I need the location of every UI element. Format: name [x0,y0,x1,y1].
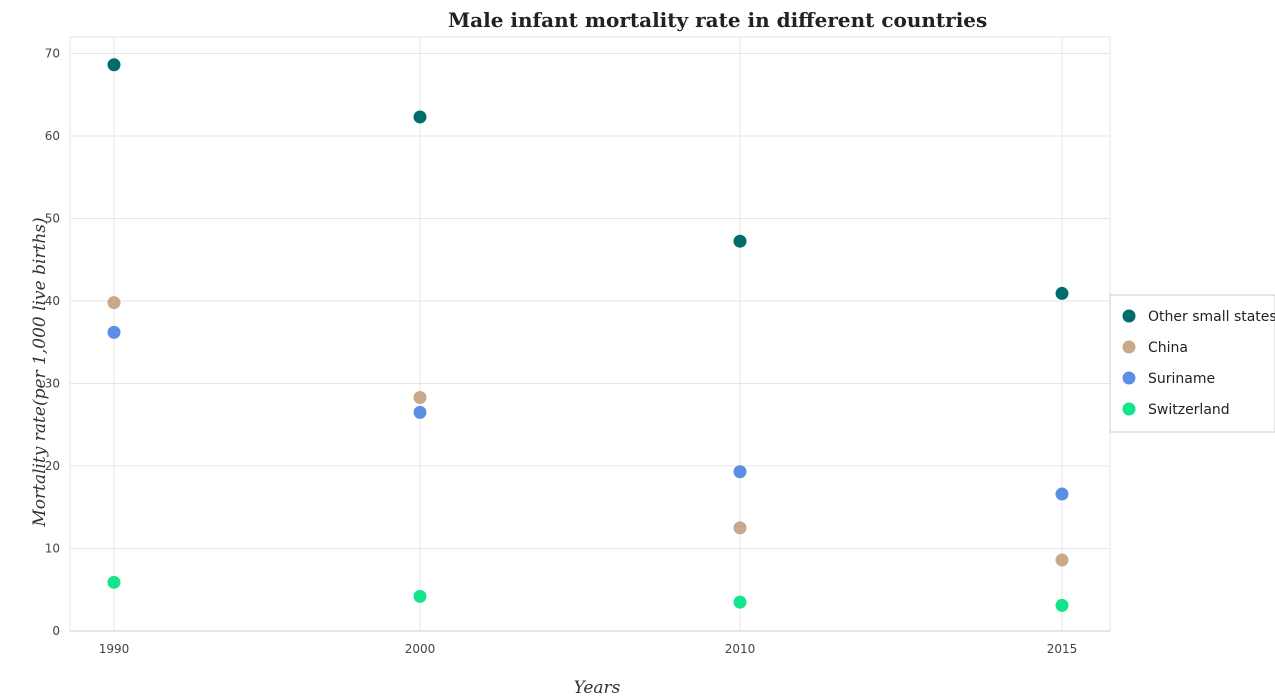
point-other-small-states-2000 [413,110,427,124]
legend: Other small states China Suriname Switzerla… [1109,294,1275,433]
chart-title: Male infant mortality rate in different … [448,8,987,32]
legend-marker [1122,309,1136,323]
x-tick-label: 2010 [725,642,756,656]
legend-label: China [1148,340,1188,356]
y-tick-label: 40 [45,294,60,308]
legend-marker [1122,402,1136,416]
legend-marker [1122,371,1136,385]
plot-area [69,36,1111,632]
point-china-2000 [413,391,427,405]
legend-marker [1122,340,1136,354]
y-tick-label: 60 [45,129,60,143]
axes: 0 10 20 30 40 50 60 70 1990 2000 2010 2015 [45,47,1110,656]
data-points [107,58,1069,612]
y-tick-label: 10 [45,542,60,556]
point-suriname-2015 [1055,487,1069,501]
x-axis-label: Years [574,678,621,698]
y-tick-label: 50 [45,212,60,226]
point-suriname-2010 [733,465,747,479]
y-tick-label: 70 [45,47,60,61]
point-switzerland-2015 [1055,598,1069,612]
point-switzerland-1990 [107,575,121,589]
x-tick-label: 2000 [405,642,436,656]
point-switzerland-2010 [733,595,747,609]
point-other-small-states-2015 [1055,286,1069,300]
y-axis-label: Mortality rate(per 1,000 live births) [30,217,50,527]
point-other-small-states-1990 [107,58,121,72]
point-china-2015 [1055,553,1069,567]
y-tick-label: 0 [52,624,60,638]
y-tick-label: 30 [45,377,60,391]
y-tick-label: 20 [45,459,60,473]
x-tick-label: 1990 [99,642,130,656]
point-suriname-1990 [107,325,121,339]
legend-label: Switzerland [1148,402,1230,418]
legend-label: Other small states [1148,309,1275,325]
x-tick-label: 2015 [1047,642,1078,656]
point-suriname-2000 [413,405,427,419]
legend-label: Suriname [1148,371,1215,387]
gridlines [69,36,1111,632]
legend-box [1109,294,1275,433]
point-china-2010 [733,521,747,535]
point-other-small-states-2010 [733,234,747,248]
point-china-1990 [107,296,121,310]
point-switzerland-2000 [413,589,427,603]
